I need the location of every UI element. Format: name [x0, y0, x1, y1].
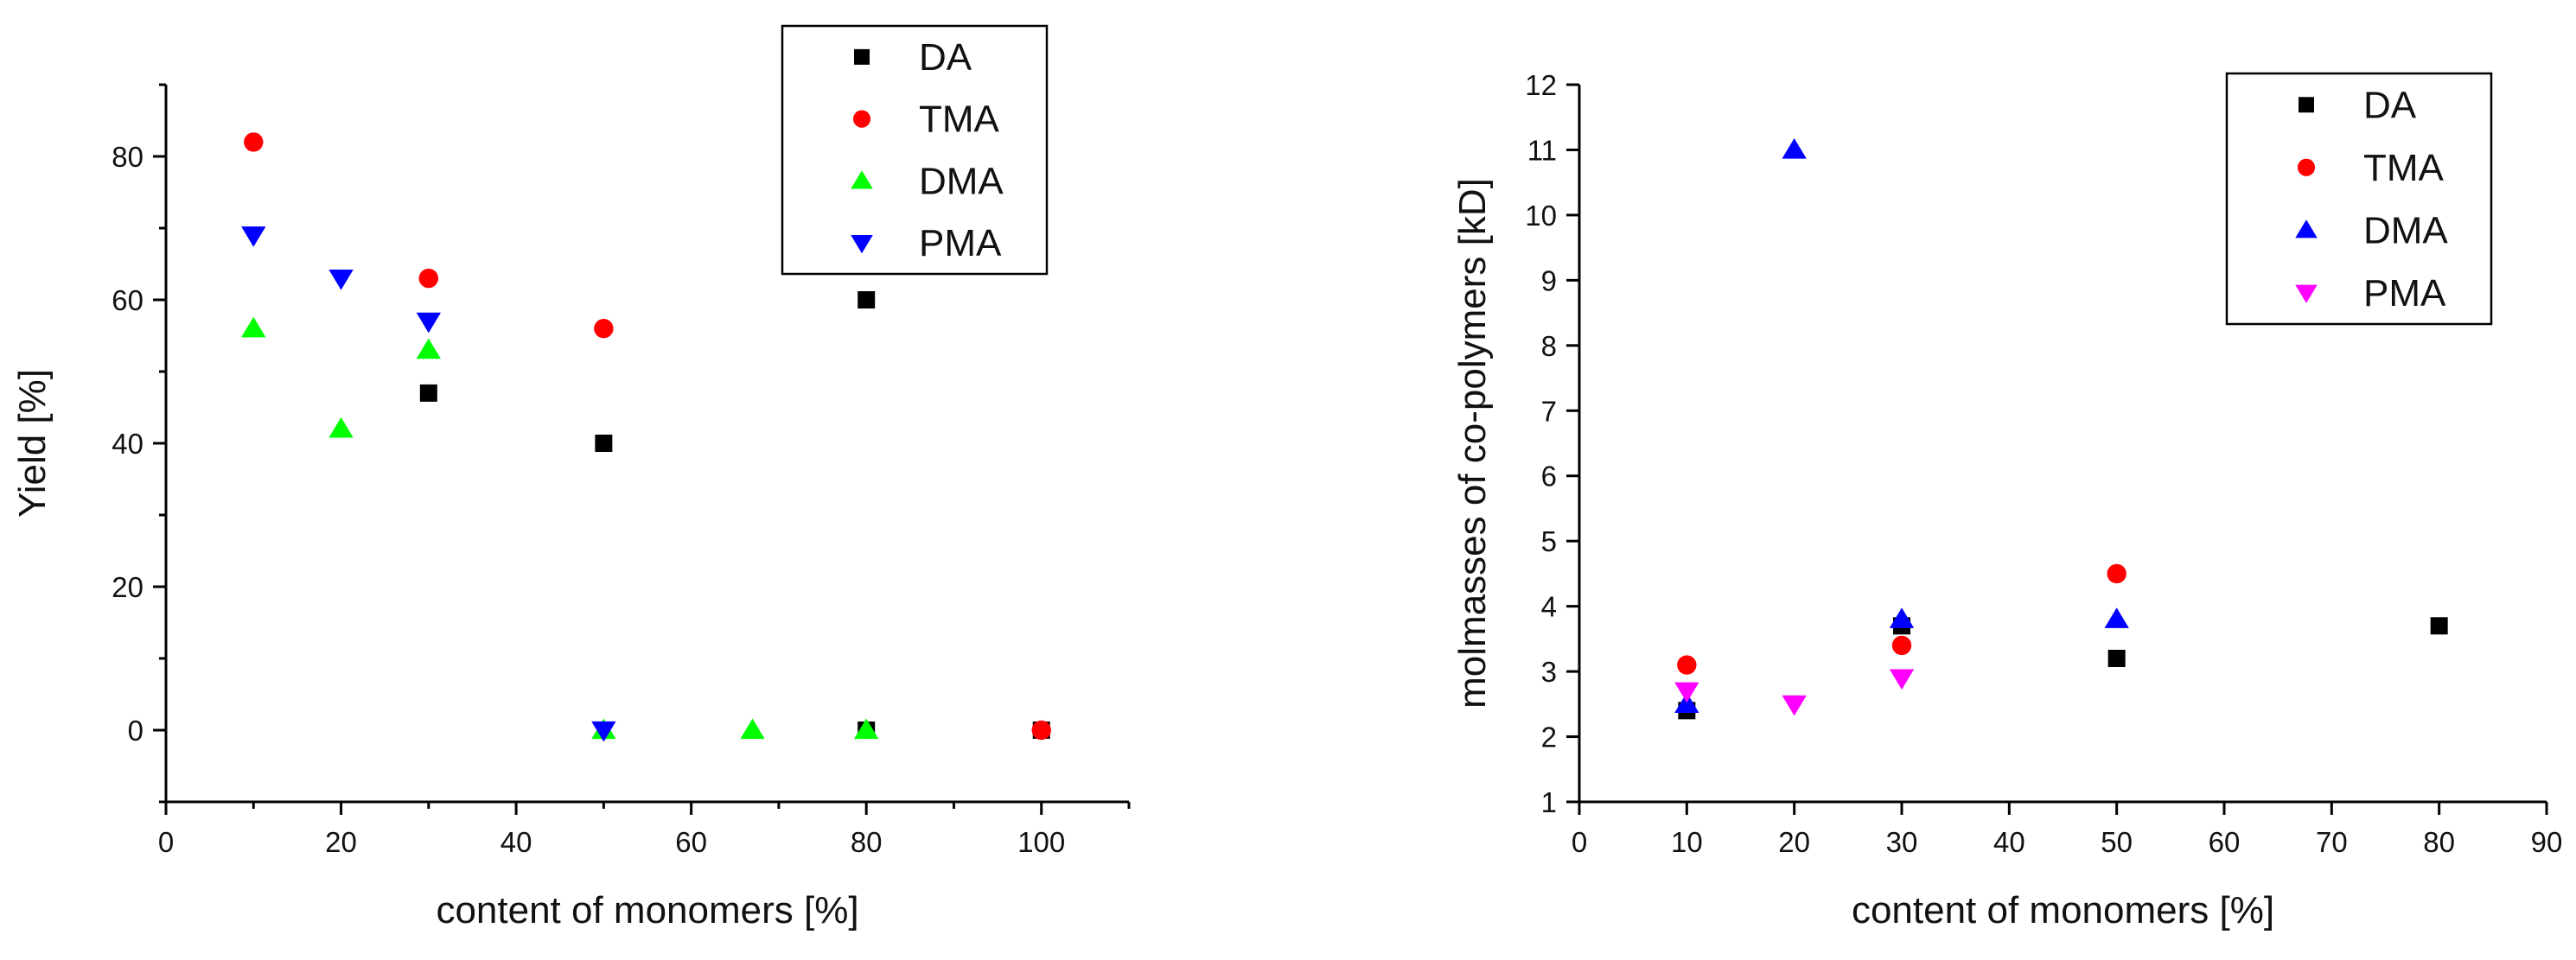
x-axis-title: content of monomers [%] [1852, 889, 2274, 931]
y-tick-label: 2 [1541, 722, 1557, 753]
data-point-dma [2104, 607, 2129, 628]
x-tick-label: 90 [2531, 826, 2563, 858]
y-tick-label: 5 [1541, 525, 1557, 557]
legend-marker-tma [852, 110, 871, 128]
data-point-dma [854, 718, 879, 740]
series-pma [1674, 669, 1915, 716]
data-point-da [2107, 650, 2126, 667]
legend-marker-pma [851, 235, 873, 254]
legend: DA TMA DMA PMA [2225, 72, 2493, 326]
data-point-pma [328, 269, 354, 290]
chart-molmass: 0 10 20 30 40 50 60 70 80 90123456789101112conten… [1451, 69, 2562, 931]
series-pma [241, 226, 616, 742]
x-tick-label: 60 [675, 826, 707, 858]
x-tick-label: 100 [1017, 826, 1065, 858]
y-axis-title: Yield [%] [11, 369, 54, 518]
legend-label-dma: DMA [919, 160, 1004, 202]
chart-yield: 0 20 40 60 80 100 0 20 40 60 80 content of monomers… [11, 24, 1131, 931]
data-point-pma [591, 721, 616, 742]
x-tick-label: 40 [501, 826, 532, 858]
y-tick-label: 4 [1541, 591, 1557, 623]
y-tick-label: 0 [128, 715, 143, 747]
data-point-pma [241, 226, 266, 247]
legend-label-da: DA [2363, 84, 2417, 126]
data-point-dma [1782, 137, 1807, 159]
data-point-pma [1674, 682, 1699, 703]
data-point-tma [1031, 720, 1051, 741]
series-dma [1674, 137, 2129, 713]
data-point-tma [418, 268, 439, 289]
data-point-dma [241, 316, 266, 338]
y-tick-label: 40 [112, 428, 143, 460]
legend-label-pma: PMA [919, 222, 1002, 264]
data-point-da [419, 384, 437, 402]
x-tick-label: 80 [2423, 826, 2455, 858]
series-dma [241, 316, 879, 740]
data-point-da [2430, 617, 2448, 635]
x-tick-label: 70 [2316, 826, 2348, 858]
y-tick-label: 10 [1525, 200, 1557, 232]
y-tick-label: 11 [1527, 134, 1557, 166]
legend-label-pma: PMA [2363, 272, 2446, 315]
x-tick-label: 50 [2101, 826, 2133, 858]
x-tick-label: 60 [2209, 826, 2241, 858]
x-tick-label: 20 [325, 826, 357, 858]
data-point-dma [328, 416, 354, 438]
y-tick-label: 20 [112, 571, 143, 603]
y-tick-label: 80 [112, 141, 143, 173]
legend-marker-dma [851, 170, 873, 189]
data-point-tma [244, 132, 264, 152]
data-point-da [858, 291, 876, 308]
y-tick-label: 3 [1541, 656, 1557, 688]
data-point-pma [1889, 669, 1915, 690]
legend-label-dma: DMA [2363, 209, 2448, 251]
y-tick-label: 8 [1541, 330, 1557, 362]
x-tick-label: 20 [1778, 826, 1810, 858]
legend-label-tma: TMA [919, 99, 1000, 141]
data-point-tma [1891, 635, 1912, 656]
y-axis-title: molmasses of co-polymers [kD] [1451, 178, 1494, 709]
y-tick-label: 6 [1541, 461, 1557, 493]
y-tick-label: 9 [1541, 264, 1557, 296]
series-tma [1677, 563, 2126, 675]
data-point-da [595, 435, 613, 452]
legend-box [781, 24, 1049, 276]
legend-box [2225, 72, 2493, 326]
x-tick-label: 10 [1671, 826, 1703, 858]
y-tick-label: 7 [1541, 395, 1557, 427]
legend-marker-da [2299, 97, 2314, 113]
legend-marker-tma [2297, 158, 2316, 176]
x-tick-label: 80 [851, 826, 883, 858]
legend-marker-da [854, 48, 870, 65]
data-point-tma [2107, 563, 2126, 584]
x-tick-label: 0 [158, 826, 174, 858]
data-point-dma [1889, 607, 1915, 628]
legend-label-tma: TMA [2363, 147, 2445, 189]
data-point-pma [416, 312, 441, 334]
data-point-tma [594, 319, 614, 339]
data-point-pma [1782, 695, 1807, 716]
data-point-dma [416, 338, 441, 359]
x-tick-label: 30 [1886, 826, 1918, 858]
x-tick-label: 0 [1572, 826, 1587, 858]
y-tick-label: 60 [112, 284, 143, 316]
x-tick-label: 40 [1993, 826, 2025, 858]
data-point-tma [1677, 655, 1697, 675]
legend-marker-pma [2295, 284, 2318, 303]
x-axis-title: content of monomers [%] [436, 889, 858, 931]
legend: DA TMA DMA PMA [781, 24, 1049, 276]
y-tick-label: 1 [1541, 786, 1557, 818]
series-da [419, 291, 1050, 739]
data-point-dma [740, 718, 765, 740]
series-tma [244, 132, 1051, 741]
y-tick-label: 12 [1525, 69, 1557, 101]
legend-marker-dma [2295, 219, 2318, 238]
legend-label-da: DA [919, 36, 972, 79]
